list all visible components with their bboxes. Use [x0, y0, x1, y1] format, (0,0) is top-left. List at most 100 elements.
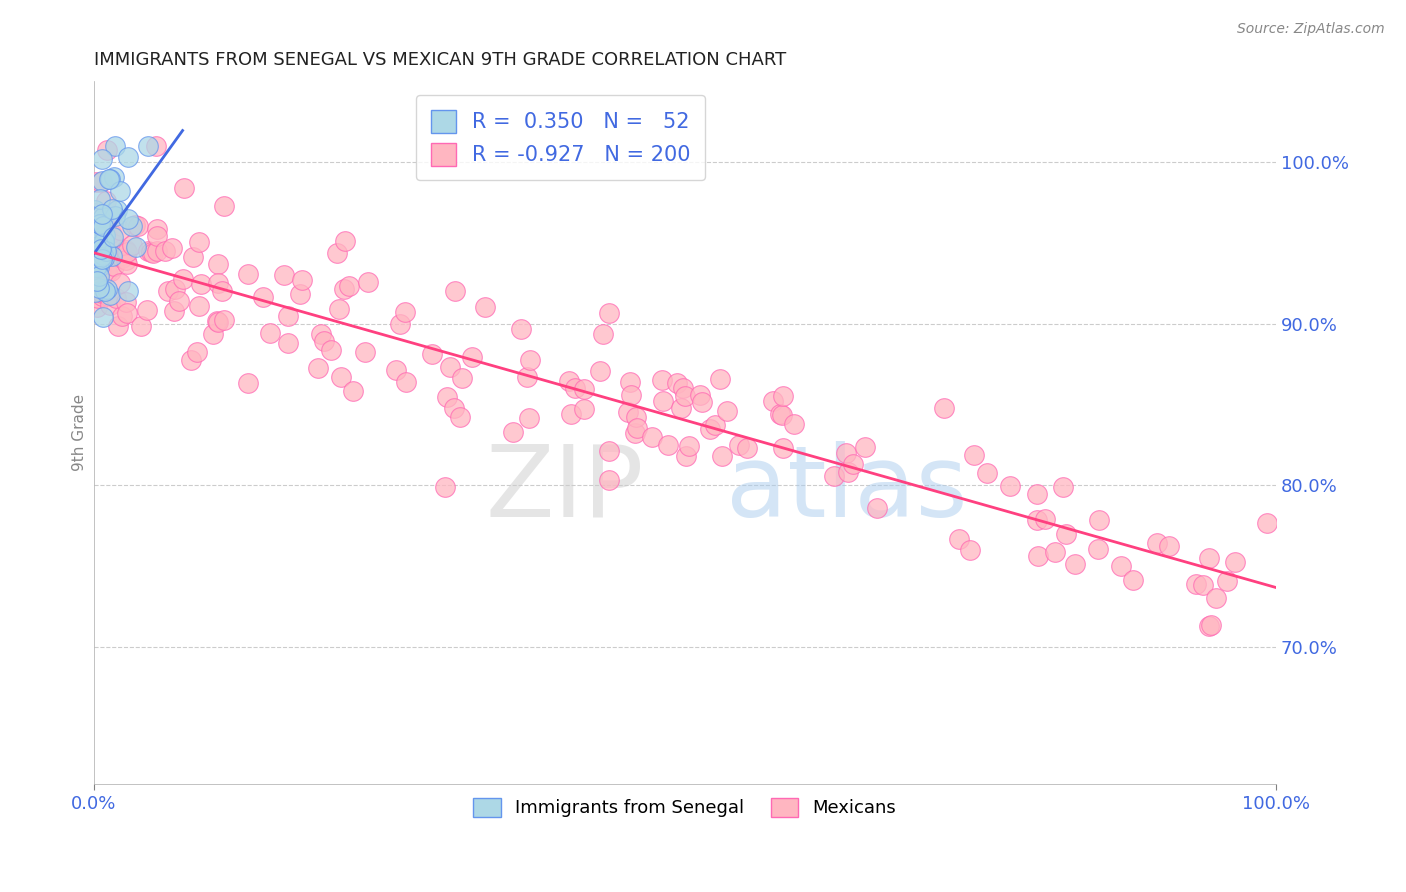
Point — [97, 289, 120, 303]
Point — [560, 407, 582, 421]
Point — [84, 285, 107, 299]
Point — [574, 382, 596, 396]
Point — [87, 251, 110, 265]
Point — [86, 300, 108, 314]
Point — [675, 449, 697, 463]
Point — [91, 256, 114, 270]
Point — [110, 249, 132, 263]
Point — [474, 300, 496, 314]
Point — [160, 241, 183, 255]
Point — [163, 282, 186, 296]
Point — [211, 284, 233, 298]
Point — [1088, 513, 1111, 527]
Point — [115, 295, 138, 310]
Point — [772, 441, 794, 455]
Point — [90, 153, 112, 167]
Point — [187, 299, 209, 313]
Point — [93, 234, 115, 248]
Point — [100, 226, 122, 240]
Point — [207, 315, 229, 329]
Point — [98, 298, 121, 312]
Point — [90, 262, 112, 277]
Point — [86, 232, 108, 246]
Point — [238, 376, 260, 390]
Point — [93, 211, 115, 225]
Point — [277, 309, 299, 323]
Point — [105, 202, 128, 217]
Point — [104, 209, 127, 223]
Point — [641, 429, 664, 443]
Point — [90, 251, 112, 265]
Point — [588, 364, 610, 378]
Point — [1109, 558, 1132, 573]
Point — [1256, 516, 1278, 530]
Point — [207, 276, 229, 290]
Point — [121, 219, 143, 234]
Point — [394, 305, 416, 319]
Point — [689, 388, 711, 402]
Point — [502, 425, 524, 440]
Point — [357, 275, 380, 289]
Point — [236, 267, 259, 281]
Point — [932, 401, 955, 416]
Point — [252, 290, 274, 304]
Point — [307, 361, 329, 376]
Point — [93, 235, 115, 249]
Point — [461, 350, 484, 364]
Point — [710, 449, 733, 463]
Point — [673, 389, 696, 403]
Point — [517, 411, 540, 425]
Point — [319, 343, 342, 357]
Point — [1191, 577, 1213, 591]
Point — [90, 289, 112, 303]
Point — [84, 235, 107, 249]
Point — [1043, 545, 1066, 559]
Point — [420, 347, 443, 361]
Point — [652, 393, 675, 408]
Point — [626, 421, 648, 435]
Point — [146, 229, 169, 244]
Point — [115, 253, 138, 268]
Point — [948, 532, 970, 546]
Point — [163, 304, 186, 318]
Point — [90, 219, 112, 233]
Point — [1033, 511, 1056, 525]
Point — [186, 344, 208, 359]
Point — [557, 374, 579, 388]
Point — [1122, 573, 1144, 587]
Point — [669, 401, 692, 415]
Point — [86, 258, 108, 272]
Point — [84, 175, 107, 189]
Point — [212, 313, 235, 327]
Point — [89, 192, 111, 206]
Point — [1146, 536, 1168, 550]
Point — [93, 251, 115, 265]
Point — [173, 181, 195, 195]
Point — [86, 291, 108, 305]
Point — [311, 327, 333, 342]
Point — [108, 222, 131, 236]
Point — [107, 318, 129, 333]
Point — [101, 249, 124, 263]
Point — [998, 479, 1021, 493]
Point — [96, 194, 118, 209]
Point — [90, 175, 112, 189]
Point — [84, 239, 107, 253]
Point — [444, 284, 467, 298]
Point — [86, 251, 108, 265]
Y-axis label: 9th Grade: 9th Grade — [72, 394, 87, 472]
Point — [115, 257, 138, 271]
Point — [1216, 574, 1239, 588]
Point — [651, 374, 673, 388]
Point — [86, 274, 108, 288]
Point — [692, 394, 714, 409]
Point — [98, 287, 121, 301]
Point — [328, 301, 350, 316]
Point — [117, 150, 139, 164]
Point — [866, 501, 889, 516]
Point — [769, 408, 792, 422]
Point — [84, 280, 107, 294]
Point — [190, 277, 212, 292]
Point — [598, 473, 620, 487]
Point — [572, 402, 595, 417]
